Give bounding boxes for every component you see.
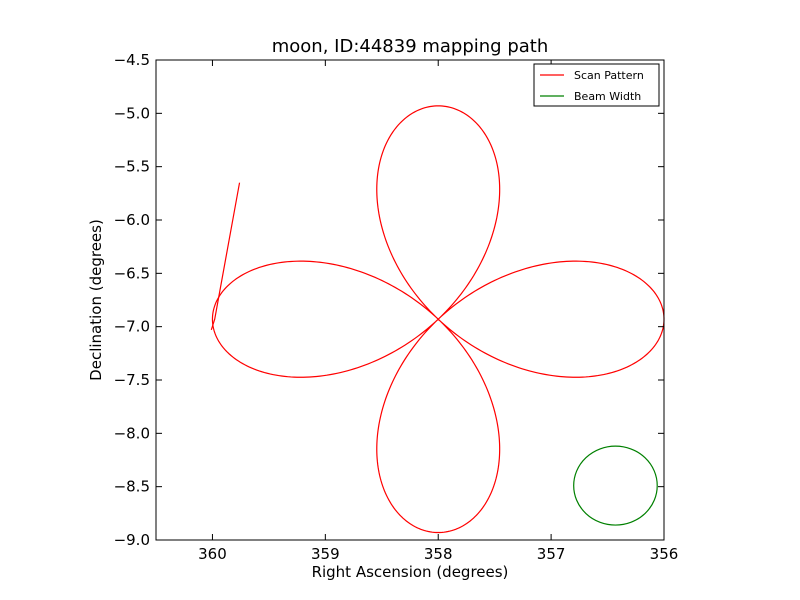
chart-title: moon, ID:44839 mapping path — [272, 36, 549, 57]
y-tick-label: −5.0 — [114, 104, 150, 122]
x-axis-label: Right Ascension (degrees) — [312, 563, 509, 581]
y-tick-label: −6.5 — [114, 264, 150, 282]
legend: Scan Pattern Beam Width — [533, 63, 660, 107]
axes-frame — [155, 59, 665, 541]
scan-lead-in-line — [210, 182, 241, 331]
y-tick-label: −6.0 — [114, 211, 150, 229]
legend-label-scan-pattern: Scan Pattern — [574, 69, 644, 82]
series-layer — [210, 105, 665, 534]
beam-width-circle — [573, 445, 658, 526]
x-tick-label: 360 — [198, 545, 227, 563]
x-tick-label: 358 — [424, 545, 453, 563]
y-tick-label: −7.5 — [114, 371, 150, 389]
y-tick-label: −4.5 — [114, 51, 150, 69]
ticks-layer: 360 359 358 357 356 −4.5 −5.0 −5.5 −6.0 −6.5 −7.0 −… — [114, 51, 679, 563]
y-tick-label: −9.0 — [114, 531, 150, 549]
scan-pattern-line — [211, 105, 665, 534]
x-tick-label: 359 — [311, 545, 340, 563]
legend-label-beam-width: Beam Width — [574, 90, 641, 103]
y-tick-label: −5.5 — [114, 158, 150, 176]
y-tick-label: −8.0 — [114, 424, 150, 442]
y-tick-label: −7.0 — [114, 318, 150, 336]
x-tick-label: 356 — [650, 545, 679, 563]
y-axis-label: Declination (degrees) — [87, 219, 105, 381]
legend-box — [533, 63, 660, 107]
y-tick-label: −8.5 — [114, 478, 150, 496]
x-tick-label: 357 — [537, 545, 566, 563]
plot-area: 360 359 358 357 356 −4.5 −5.0 −5.5 −6.0 −6.5 −7.0 −… — [114, 51, 679, 563]
